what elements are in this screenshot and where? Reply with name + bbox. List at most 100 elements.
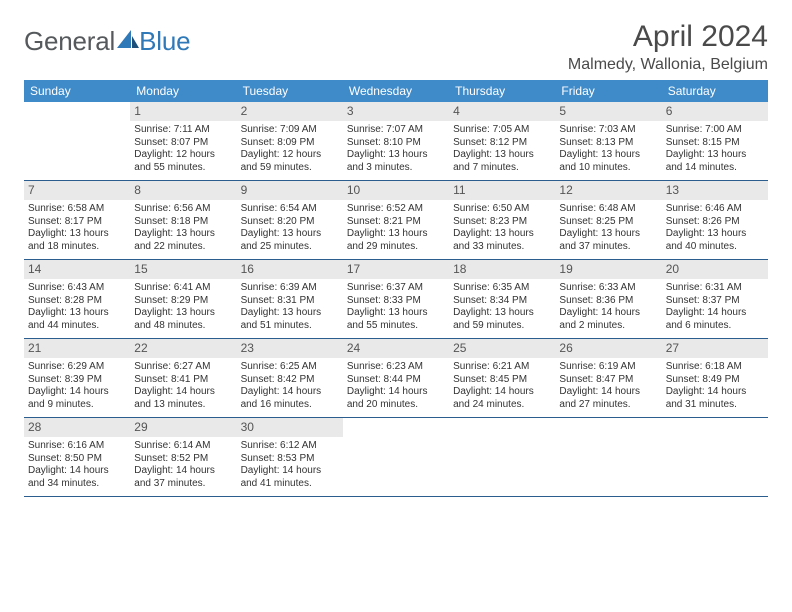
calendar-week-row: 21Sunrise: 6:29 AMSunset: 8:39 PMDayligh…	[24, 339, 768, 418]
day-number: 5	[555, 102, 661, 121]
calendar-day-cell: 24 Sunrise: 6:23 AMSunset: 8:44 PMDayligh…	[343, 339, 449, 418]
weekday-header: Friday	[555, 80, 661, 102]
daylight-text: Daylight: 14 hours and 16 minutes.	[241, 386, 339, 411]
day-details: Sunrise: 6:31 AMSunset: 8:37 PMDaylight:…	[666, 282, 764, 332]
sunset-text: Sunset: 8:28 PM	[28, 295, 126, 308]
day-number: 27	[662, 339, 768, 358]
daylight-text: Daylight: 14 hours and 37 minutes.	[134, 465, 232, 490]
sunset-text: Sunset: 8:09 PM	[241, 137, 339, 150]
day-number: 29	[130, 418, 236, 437]
day-number: 22	[130, 339, 236, 358]
day-details: Sunrise: 7:03 AMSunset: 8:13 PMDaylight:…	[559, 124, 657, 174]
day-number: 24	[343, 339, 449, 358]
sunrise-text: Sunrise: 6:27 AM	[134, 361, 232, 374]
calendar-day-cell	[662, 418, 768, 497]
day-details: Sunrise: 6:37 AMSunset: 8:33 PMDaylight:…	[347, 282, 445, 332]
daylight-text: Daylight: 13 hours and 59 minutes.	[453, 307, 551, 332]
calendar-day-cell	[555, 418, 661, 497]
sunset-text: Sunset: 8:07 PM	[134, 137, 232, 150]
daylight-text: Daylight: 13 hours and 3 minutes.	[347, 149, 445, 174]
daylight-text: Daylight: 13 hours and 7 minutes.	[453, 149, 551, 174]
sunrise-text: Sunrise: 6:46 AM	[666, 203, 764, 216]
sunrise-text: Sunrise: 7:11 AM	[134, 124, 232, 137]
calendar-day-cell: 8 Sunrise: 6:56 AMSunset: 8:18 PMDaylight…	[130, 181, 236, 260]
day-details: Sunrise: 6:14 AMSunset: 8:52 PMDaylight:…	[134, 440, 232, 490]
day-details: Sunrise: 6:27 AMSunset: 8:41 PMDaylight:…	[134, 361, 232, 411]
day-details: Sunrise: 7:00 AMSunset: 8:15 PMDaylight:…	[666, 124, 764, 174]
day-number: 3	[343, 102, 449, 121]
day-number: 2	[237, 102, 343, 121]
location-label: Malmedy, Wallonia, Belgium	[568, 56, 768, 74]
sunrise-text: Sunrise: 7:00 AM	[666, 124, 764, 137]
brand-word1: General	[24, 26, 115, 57]
calendar-day-cell: 5 Sunrise: 7:03 AMSunset: 8:13 PMDaylight…	[555, 102, 661, 181]
sunset-text: Sunset: 8:12 PM	[453, 137, 551, 150]
calendar-week-row: 7 Sunrise: 6:58 AMSunset: 8:17 PMDaylight…	[24, 181, 768, 260]
sunrise-text: Sunrise: 6:41 AM	[134, 282, 232, 295]
day-number: 7	[24, 181, 130, 200]
sail-icon	[117, 26, 139, 57]
daylight-text: Daylight: 14 hours and 31 minutes.	[666, 386, 764, 411]
day-number: 8	[130, 181, 236, 200]
calendar-day-cell	[24, 102, 130, 181]
day-number: 12	[555, 181, 661, 200]
sunrise-text: Sunrise: 6:43 AM	[28, 282, 126, 295]
day-number: 23	[237, 339, 343, 358]
sunrise-text: Sunrise: 6:52 AM	[347, 203, 445, 216]
day-number: 30	[237, 418, 343, 437]
daylight-text: Daylight: 13 hours and 40 minutes.	[666, 228, 764, 253]
calendar-day-cell: 22 Sunrise: 6:27 AMSunset: 8:41 PMDayligh…	[130, 339, 236, 418]
daylight-text: Daylight: 13 hours and 10 minutes.	[559, 149, 657, 174]
daylight-text: Daylight: 13 hours and 14 minutes.	[666, 149, 764, 174]
sunrise-text: Sunrise: 6:18 AM	[666, 361, 764, 374]
calendar-day-cell: 16Sunrise: 6:39 AMSunset: 8:31 PMDayligh…	[237, 260, 343, 339]
sunset-text: Sunset: 8:33 PM	[347, 295, 445, 308]
sunset-text: Sunset: 8:34 PM	[453, 295, 551, 308]
calendar-day-cell: 17Sunrise: 6:37 AMSunset: 8:33 PMDayligh…	[343, 260, 449, 339]
day-details: Sunrise: 6:23 AMSunset: 8:44 PMDaylight:…	[347, 361, 445, 411]
weekday-header: Tuesday	[237, 80, 343, 102]
day-number: 20	[662, 260, 768, 279]
daylight-text: Daylight: 14 hours and 20 minutes.	[347, 386, 445, 411]
daylight-text: Daylight: 13 hours and 44 minutes.	[28, 307, 126, 332]
calendar-day-cell: 23Sunrise: 6:25 AMSunset: 8:42 PMDayligh…	[237, 339, 343, 418]
day-details: Sunrise: 6:56 AMSunset: 8:18 PMDaylight:…	[134, 203, 232, 253]
calendar-day-cell: 25 Sunrise: 6:21 AMSunset: 8:45 PMDayligh…	[449, 339, 555, 418]
day-details: Sunrise: 7:05 AMSunset: 8:12 PMDaylight:…	[453, 124, 551, 174]
day-number: 19	[555, 260, 661, 279]
calendar-day-cell: 11Sunrise: 6:50 AMSunset: 8:23 PMDayligh…	[449, 181, 555, 260]
day-details: Sunrise: 6:41 AMSunset: 8:29 PMDaylight:…	[134, 282, 232, 332]
sunrise-text: Sunrise: 7:03 AM	[559, 124, 657, 137]
calendar-day-cell: 4Sunrise: 7:05 AMSunset: 8:12 PMDaylight…	[449, 102, 555, 181]
daylight-text: Daylight: 14 hours and 2 minutes.	[559, 307, 657, 332]
day-details: Sunrise: 6:19 AMSunset: 8:47 PMDaylight:…	[559, 361, 657, 411]
day-details: Sunrise: 6:12 AMSunset: 8:53 PMDaylight:…	[241, 440, 339, 490]
page-title: April 2024	[568, 20, 768, 54]
weekday-header: Wednesday	[343, 80, 449, 102]
day-details: Sunrise: 6:21 AMSunset: 8:45 PMDaylight:…	[453, 361, 551, 411]
calendar-day-cell: 29 Sunrise: 6:14 AMSunset: 8:52 PMDayligh…	[130, 418, 236, 497]
calendar-day-cell: 27Sunrise: 6:18 AMSunset: 8:49 PMDayligh…	[662, 339, 768, 418]
sunrise-text: Sunrise: 6:29 AM	[28, 361, 126, 374]
sunrise-text: Sunrise: 6:31 AM	[666, 282, 764, 295]
day-number: 25	[449, 339, 555, 358]
daylight-text: Daylight: 13 hours and 18 minutes.	[28, 228, 126, 253]
calendar-day-cell: 13Sunrise: 6:46 AMSunset: 8:26 PMDayligh…	[662, 181, 768, 260]
sunrise-text: Sunrise: 6:37 AM	[347, 282, 445, 295]
sunset-text: Sunset: 8:23 PM	[453, 216, 551, 229]
sunrise-text: Sunrise: 6:16 AM	[28, 440, 126, 453]
daylight-text: Daylight: 13 hours and 33 minutes.	[453, 228, 551, 253]
daylight-text: Daylight: 14 hours and 6 minutes.	[666, 307, 764, 332]
day-details: Sunrise: 6:16 AMSunset: 8:50 PMDaylight:…	[28, 440, 126, 490]
day-details: Sunrise: 6:58 AMSunset: 8:17 PMDaylight:…	[28, 203, 126, 253]
sunset-text: Sunset: 8:52 PM	[134, 453, 232, 466]
sunset-text: Sunset: 8:18 PM	[134, 216, 232, 229]
day-number: 15	[130, 260, 236, 279]
day-number: 9	[237, 181, 343, 200]
sunset-text: Sunset: 8:53 PM	[241, 453, 339, 466]
day-number: 16	[237, 260, 343, 279]
calendar-day-cell: 30 Sunrise: 6:12 AMSunset: 8:53 PMDayligh…	[237, 418, 343, 497]
weekday-header-row: Sunday Monday Tuesday Wednesday Thursday…	[24, 80, 768, 102]
sunrise-text: Sunrise: 6:33 AM	[559, 282, 657, 295]
sunset-text: Sunset: 8:25 PM	[559, 216, 657, 229]
